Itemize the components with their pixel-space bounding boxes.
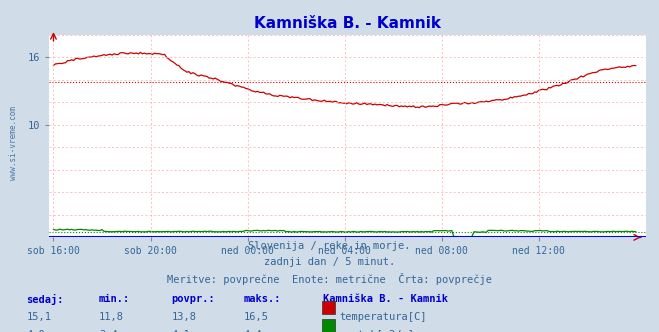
Text: 13,8: 13,8 xyxy=(171,312,196,322)
Text: 16,5: 16,5 xyxy=(244,312,269,322)
Text: 4,4: 4,4 xyxy=(244,330,262,332)
Text: Meritve: povprečne  Enote: metrične  Črta: povprečje: Meritve: povprečne Enote: metrične Črta:… xyxy=(167,273,492,285)
Text: Slovenija / reke in morje.: Slovenija / reke in morje. xyxy=(248,241,411,251)
Text: maks.:: maks.: xyxy=(244,294,281,304)
Text: 4,0: 4,0 xyxy=(26,330,45,332)
Text: pretok[m3/s]: pretok[m3/s] xyxy=(339,330,415,332)
Text: sedaj:: sedaj: xyxy=(26,294,64,305)
Text: povpr.:: povpr.: xyxy=(171,294,215,304)
Title: Kamniška B. - Kamnik: Kamniška B. - Kamnik xyxy=(254,16,441,31)
Text: zadnji dan / 5 minut.: zadnji dan / 5 minut. xyxy=(264,257,395,267)
Text: min.:: min.: xyxy=(99,294,130,304)
Text: Kamniška B. - Kamnik: Kamniška B. - Kamnik xyxy=(323,294,448,304)
Text: 4,1: 4,1 xyxy=(171,330,190,332)
Text: 11,8: 11,8 xyxy=(99,312,124,322)
Text: 3,4: 3,4 xyxy=(99,330,117,332)
Text: temperatura[C]: temperatura[C] xyxy=(339,312,427,322)
Text: 15,1: 15,1 xyxy=(26,312,51,322)
Text: www.si-vreme.com: www.si-vreme.com xyxy=(9,106,18,180)
